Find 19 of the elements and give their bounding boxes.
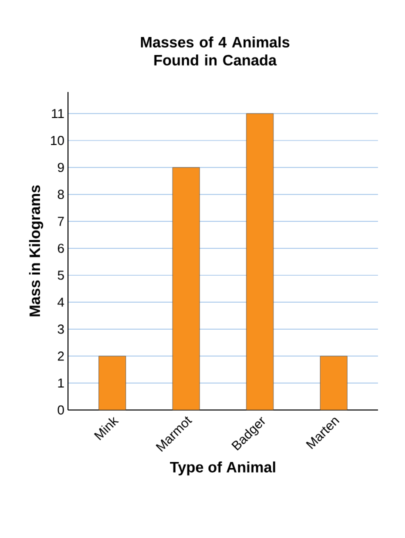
bar (246, 113, 274, 410)
bar (172, 167, 200, 410)
bar (320, 356, 348, 410)
y-axis-title: Mass in Kilograms (29, 185, 44, 316)
y-tick-label: 4 (58, 298, 64, 307)
y-tick-label: 3 (58, 324, 64, 334)
y-tick-label: 11 (52, 109, 64, 118)
bar (98, 356, 126, 410)
y-tick-label: 10 (50, 136, 64, 146)
y-tick-label: 8 (58, 190, 64, 200)
y-tick-label: 5 (58, 270, 64, 280)
chart-title: Masses of 4 Animals Found in Canada (140, 36, 290, 66)
y-tick-label: 7 (58, 216, 64, 226)
y-tick-label: 1 (58, 378, 64, 388)
x-axis-title: Type of Animal (170, 461, 276, 476)
y-tick-label: 6 (58, 244, 64, 253)
y-tick-label: 2 (58, 352, 64, 361)
y-tick-label: 9 (58, 162, 64, 172)
y-tick-label: 0 (58, 405, 64, 415)
